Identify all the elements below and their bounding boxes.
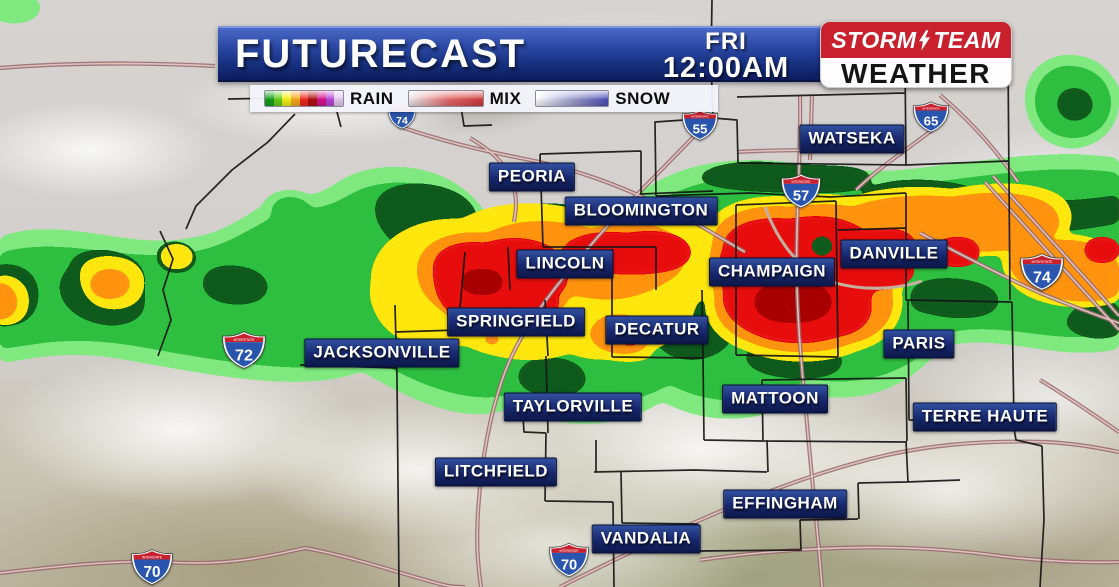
city-label-taylorville: TAYLORVILLE (503, 392, 643, 422)
radar-dark-green-spots-layer (812, 237, 832, 255)
mix-color-scale (407, 90, 484, 107)
interstate-65-shield: INTERSTATE 65 (912, 101, 950, 133)
mix-label: MIX (489, 88, 522, 108)
city-label-watseka: WATSEKA (799, 124, 905, 154)
rain-scale-step (282, 91, 292, 106)
rain-scale-step (299, 91, 309, 106)
rain-label: RAIN (350, 88, 394, 108)
svg-text:70: 70 (143, 564, 160, 581)
svg-text:INTERSTATE: INTERSTATE (691, 115, 708, 119)
city-label-bloomington: BLOOMINGTON (564, 196, 718, 226)
rain-scale-step (325, 91, 335, 106)
lightning-bolt-icon (919, 29, 931, 51)
rain-scale-step (308, 91, 318, 106)
interstate-74-shield: INTERSTATE 74 (1019, 252, 1065, 291)
svg-text:70: 70 (561, 557, 577, 573)
city-label-decatur: DECATUR (605, 315, 709, 345)
header-banner: FUTURECAST FRI 12:00AM (218, 26, 824, 84)
city-label-effingham: EFFINGHAM (723, 489, 847, 519)
page-title: FUTURECAST (235, 32, 527, 76)
city-label-terre-haute: TERRE HAUTE (912, 402, 1058, 432)
svg-text:72: 72 (235, 346, 253, 364)
forecast-valid-time: FRI 12:00AM (640, 28, 812, 84)
forecast-day: FRI (705, 28, 747, 55)
city-label-vandalia: VANDALIA (591, 524, 701, 554)
city-label-jacksonville: JACKSONVILLE (304, 338, 460, 368)
rain-scale-step (291, 91, 300, 106)
radar-dark-red-layer (462, 270, 831, 322)
interstate-70-shield: INTERSTATE 70 (130, 548, 174, 586)
interstate-55-shield: INTERSTATE 55 (681, 109, 719, 141)
svg-text:INTERSTATE: INTERSTATE (560, 549, 579, 553)
svg-text:74: 74 (396, 115, 408, 127)
svg-text:57: 57 (793, 188, 809, 204)
logo-team-text: TEAM (933, 26, 1001, 53)
logo-storm-text: STORM (831, 26, 917, 53)
city-label-champaign: CHAMPAIGN (708, 257, 836, 287)
snow-label: SNOW (615, 88, 671, 108)
svg-text:65: 65 (924, 114, 939, 129)
logo-storm-team-band: STORM TEAM (821, 22, 1011, 58)
svg-text:INTERSTATE: INTERSTATE (922, 107, 939, 111)
interstate-70-shield: INTERSTATE 70 (548, 542, 590, 578)
city-label-springfield: SPRINGFIELD (447, 307, 585, 337)
precip-type-legend: RAIN MIX SNOW (250, 85, 718, 112)
city-label-mattoon: MATTOON (722, 384, 828, 414)
rain-scale-step (334, 91, 343, 106)
rain-scale-step (273, 91, 283, 106)
storm-team-weather-logo: STORM TEAM WEATHER (820, 21, 1012, 88)
svg-text:55: 55 (693, 122, 708, 137)
city-label-peoria: PEORIA (488, 162, 576, 192)
city-label-danville: DANVILLE (840, 239, 948, 269)
svg-text:INTERSTATE: INTERSTATE (1032, 260, 1054, 264)
city-label-paris: PARIS (883, 329, 955, 359)
svg-text:INTERSTATE: INTERSTATE (792, 180, 811, 184)
snow-color-scale (535, 90, 610, 107)
city-label-litchfield: LITCHFIELD (434, 457, 558, 487)
svg-text:74: 74 (1033, 268, 1051, 286)
svg-text:INTERSTATE: INTERSTATE (234, 338, 256, 342)
rain-scale-step (317, 91, 326, 106)
city-label-lincoln: LINCOLN (516, 249, 614, 279)
rain-scale-step (265, 91, 274, 106)
forecast-time: 12:00AM (662, 52, 790, 84)
logo-weather-text: WEATHER (841, 57, 991, 88)
svg-text:INTERSTATE: INTERSTATE (142, 555, 163, 559)
interstate-72-shield: INTERSTATE 72 (221, 330, 267, 369)
rain-color-scale (264, 90, 344, 107)
interstate-57-shield: INTERSTATE 57 (780, 173, 822, 209)
